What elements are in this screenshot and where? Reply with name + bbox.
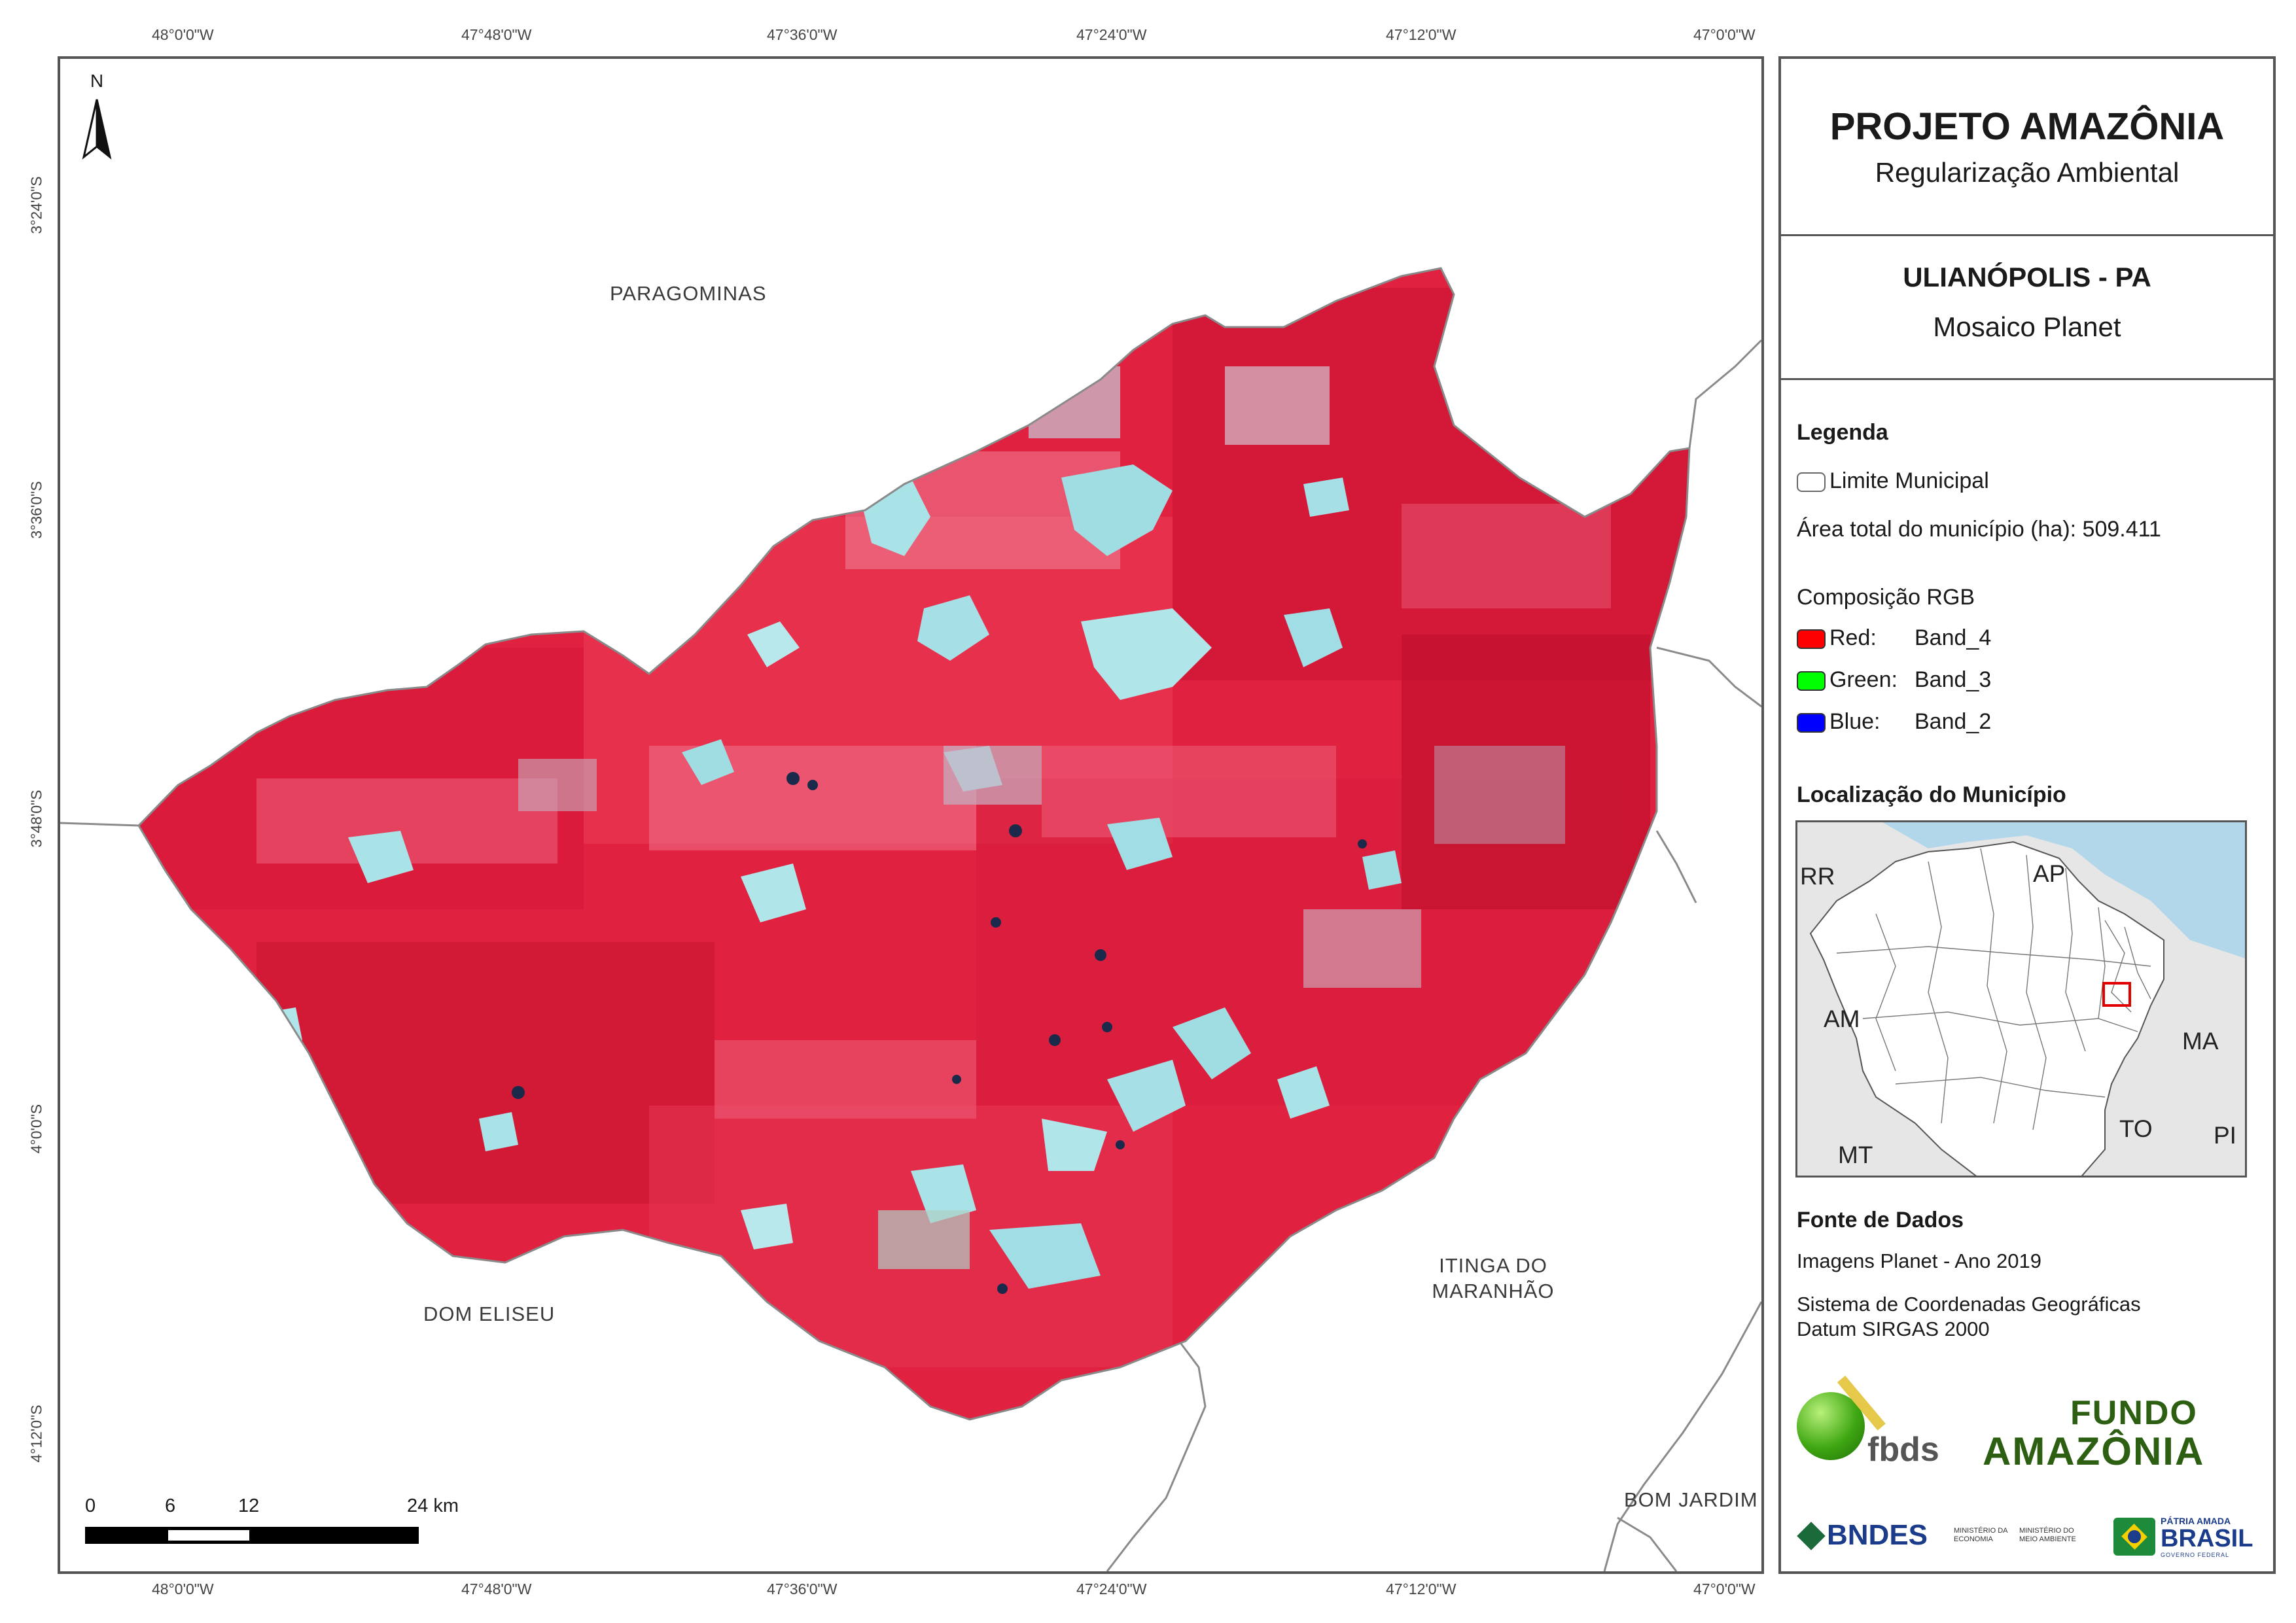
limit-swatch (1797, 472, 1826, 492)
location-heading: Localização do Município (1797, 782, 2066, 807)
left-lat-label: 4°12'0"S (27, 1405, 45, 1463)
left-lat-label: 3°48'0"S (27, 790, 45, 848)
top-lon-label: 47°0'0"W (1693, 26, 1756, 43)
sources-line1: Imagens Planet - Ano 2019 (1797, 1249, 2041, 1272)
panel-divider (1781, 234, 2273, 236)
top-lon-label: 47°12'0"W (1386, 26, 1457, 43)
green-channel-label: Green: (1829, 667, 1898, 692)
brazil-flag-icon (2113, 1518, 2155, 1556)
inset-locator-box (2102, 982, 2131, 1007)
top-lon-label: 47°48'0"W (461, 26, 532, 43)
min-ambiente-line1: MINISTÉRIO DO (2019, 1527, 2074, 1535)
boundary-line (1603, 1301, 1761, 1571)
patria-line3: GOVERNO FEDERAL (2161, 1551, 2230, 1558)
left-lat-label: 3°36'0"S (27, 481, 45, 539)
scale-label-12: 12 (238, 1495, 260, 1516)
north-arrow-label: N (90, 71, 104, 91)
rgb-heading: Composição RGB (1797, 585, 1975, 610)
brazil-flag-circle (2128, 1530, 2141, 1543)
left-lat-label: 4°0'0"S (27, 1104, 45, 1154)
neighbor-label-dom-eliseu: DOM ELISEU (423, 1302, 556, 1325)
inset-municipal-lines (1836, 848, 2151, 1130)
sources-line3: Datum SIRGAS 2000 (1797, 1318, 1990, 1340)
scale-label-24: 24 km (407, 1495, 459, 1516)
inset-label-pi: PI (2214, 1122, 2236, 1149)
location-inset-map[interactable]: RR AP AM MA TO MT PI (1795, 820, 2247, 1178)
blue-band-label: Band_2 (1915, 709, 1992, 734)
north-arrow-icon (82, 99, 112, 160)
inset-ocean (1882, 822, 2245, 958)
blue-channel-label: Blue: (1829, 709, 1881, 734)
scale-bar (85, 1527, 419, 1544)
min-ambiente-line2: MEIO AMBIENTE (2019, 1535, 2076, 1544)
municipal-boundary (137, 267, 1691, 1421)
bndes-logo-icon (1797, 1522, 1826, 1550)
patria-line2: BRASIL (2161, 1524, 2253, 1552)
bndes-logo-text: BNDES (1827, 1519, 1928, 1551)
min-economia-line2: ECONOMIA (1954, 1535, 1993, 1544)
blue-band-swatch (1797, 713, 1826, 733)
boundary-line (1656, 646, 1761, 708)
patria-line1: PÁTRIA AMADA (2161, 1516, 2231, 1526)
panel-divider (1781, 378, 2273, 380)
inset-label-rr: RR (1800, 863, 1835, 890)
legend-panel: PROJETO AMAZÔNIA Regularização Ambiental… (1778, 56, 2276, 1574)
mosaic-subtitle: Mosaico Planet (1933, 311, 2121, 342)
inset-para-state (1809, 841, 2164, 1176)
scale-label-0: 0 (85, 1495, 96, 1516)
bottom-lon-label: 47°36'0"W (767, 1580, 838, 1597)
inset-label-am: AM (1824, 1005, 1860, 1032)
limit-label: Limite Municipal (1829, 468, 1989, 493)
sources-heading: Fonte de Dados (1797, 1208, 1964, 1232)
scale-bar-white-segment (168, 1530, 249, 1541)
municipality-title: ULIANÓPOLIS - PA (1903, 262, 2151, 292)
bottom-lon-label: 48°0'0"W (152, 1580, 214, 1597)
fbds-logo-icon (1797, 1392, 1865, 1460)
red-channel-label: Red: (1829, 625, 1877, 650)
bottom-lon-label: 47°24'0"W (1076, 1580, 1147, 1597)
neighbor-label-itinga-line1: ITINGA DO (1439, 1254, 1547, 1277)
fundo-logo-line1: FUNDO (2070, 1394, 2198, 1432)
inset-svg (1809, 822, 2245, 1176)
neighbor-label-itinga-line2: MARANHÃO (1432, 1279, 1555, 1302)
min-ambiente-logo: MINISTÉRIO DO MEIO AMBIENTE (2019, 1527, 2076, 1544)
bottom-lon-label: 47°48'0"W (461, 1580, 532, 1597)
green-band-swatch (1797, 671, 1826, 691)
top-lon-label: 48°0'0"W (152, 26, 214, 43)
legend-heading: Legenda (1797, 420, 1888, 445)
map-frame[interactable]: N PARAGOMINAS DOM ELISEU ITINGA DO MARAN… (58, 56, 1764, 1574)
fundo-logo-line2: AMAZÔNIA (1983, 1429, 2205, 1473)
patria-logo: PÁTRIA AMADA BRASIL GOVERNO FEDERAL (2161, 1516, 2253, 1558)
fbds-logo-text: fbds (1867, 1431, 1939, 1469)
sources-line2: Sistema de Coordenadas Geográficas (1797, 1293, 2141, 1316)
top-lon-label: 47°36'0"W (767, 26, 838, 43)
red-band-swatch (1797, 629, 1826, 649)
boundary-line (60, 822, 139, 827)
scale-label-6: 6 (165, 1495, 176, 1516)
boundary-line (1688, 339, 1761, 449)
municipality-imagery (139, 268, 1689, 1420)
min-economia-line1: MINISTÉRIO DA (1954, 1527, 2008, 1535)
neighbor-label-bom-jardim: BOM JARDIM (1624, 1488, 1758, 1511)
boundary-line (1655, 830, 1697, 903)
inset-label-ma: MA (2182, 1028, 2219, 1055)
min-economia-logo: MINISTÉRIO DA ECONOMIA (1954, 1527, 2008, 1544)
bottom-lon-label: 47°12'0"W (1386, 1580, 1457, 1597)
boundary-line (1106, 1340, 1207, 1571)
red-band-label: Band_4 (1915, 625, 1992, 650)
neighbor-label-paragominas: PARAGOMINAS (610, 282, 767, 305)
project-title: PROJETO AMAZÔNIA (1829, 105, 2225, 148)
satellite-map[interactable] (60, 59, 1761, 1571)
boundary-line (1617, 1516, 1678, 1571)
green-band-label: Band_3 (1915, 667, 1992, 692)
inset-label-ap: AP (2033, 860, 2066, 887)
left-lat-label: 3°24'0"S (27, 176, 45, 234)
neighbor-label-itinga: ITINGA DO MARANHÃO (1428, 1253, 1559, 1304)
top-lon-label: 47°24'0"W (1076, 26, 1147, 43)
area-label: Área total do município (ha): 509.411 (1797, 517, 2161, 542)
inset-label-to: TO (2119, 1115, 2153, 1142)
bottom-lon-label: 47°0'0"W (1693, 1580, 1756, 1597)
project-subtitle: Regularização Ambiental (1875, 157, 2180, 188)
inset-label-mt: MT (1838, 1142, 1873, 1168)
